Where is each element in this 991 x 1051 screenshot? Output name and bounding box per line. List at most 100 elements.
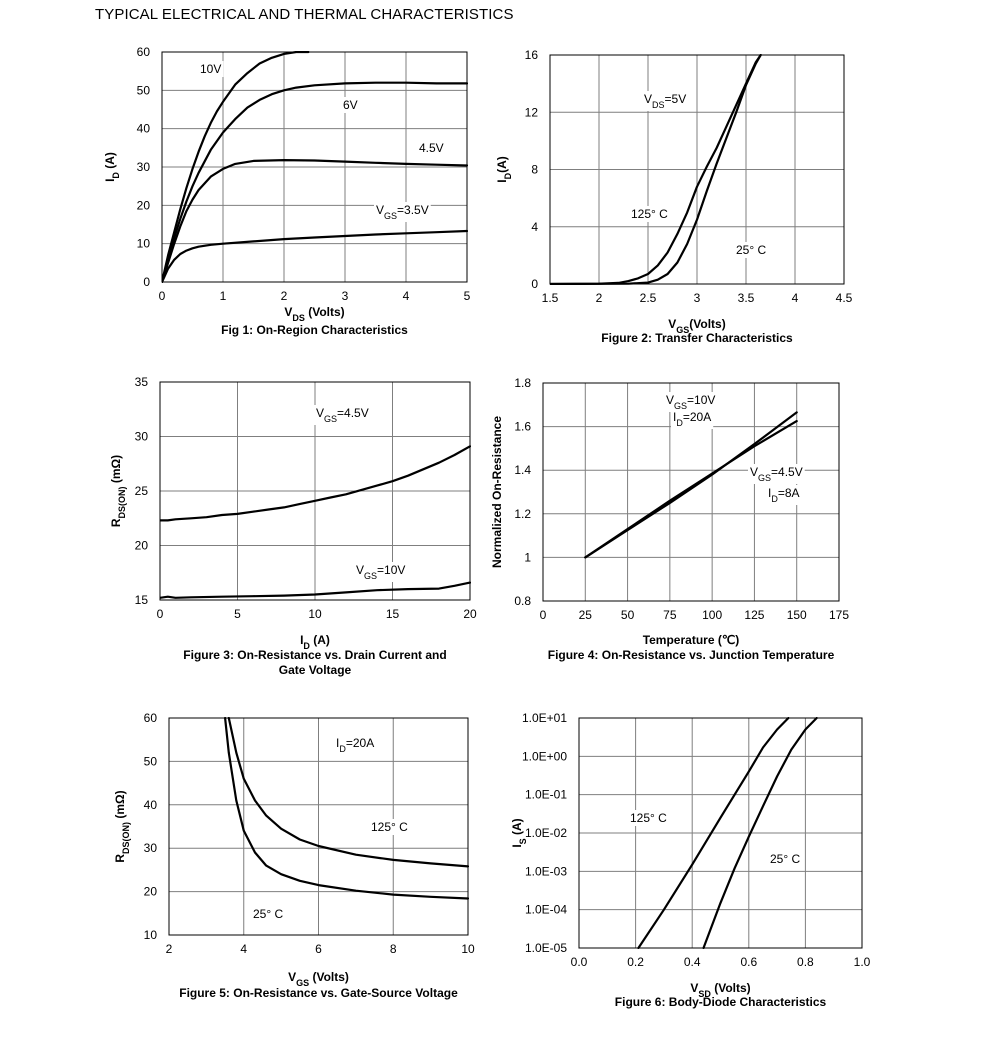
x-tick-label: 4 <box>792 291 799 305</box>
plot-frame <box>542 382 840 602</box>
y-tick-label: 30 <box>137 160 151 174</box>
x-tick-label: 4 <box>240 942 247 956</box>
series-annotation: 25° C <box>770 852 800 866</box>
y-tick-label: 1.0E+01 <box>522 711 567 725</box>
series-annotation: 4.5V <box>419 141 444 155</box>
y-axis-title: RDS(ON) (mΩ) <box>113 790 131 862</box>
x-tick-label: 150 <box>787 608 807 622</box>
series-annotation: VGS=10V <box>666 393 715 411</box>
annotation-background <box>417 140 446 156</box>
y-tick-label: 60 <box>137 45 151 59</box>
plot-frame <box>578 717 863 949</box>
x-tick-label: 25 <box>579 608 593 622</box>
series-line-4 <box>162 229 468 283</box>
series-annotation: VDS=5V <box>644 92 686 110</box>
y-tick-label: 60 <box>144 711 158 725</box>
y-tick-label: 25 <box>135 484 149 498</box>
series-annotation: 125° C <box>630 811 667 825</box>
x-tick-label: 15 <box>386 607 400 621</box>
series-annotation: 10V <box>200 62 221 76</box>
y-tick-label: 10 <box>144 928 158 942</box>
annotation-background <box>628 810 670 826</box>
series-annotation: VGS=10V <box>356 563 405 581</box>
y-tick-label: 0 <box>143 275 150 289</box>
x-axis-title: Temperature (℃) <box>643 633 740 647</box>
x-axis-title: VDS (Volts) <box>284 305 344 323</box>
x-tick-label: 4 <box>403 289 410 303</box>
y-tick-label: 1.0E-01 <box>525 788 567 802</box>
x-tick-label: 0 <box>157 607 164 621</box>
series-annotation: 6V <box>343 98 358 112</box>
y-tick-label: 1.0E-02 <box>525 826 567 840</box>
annotation-background <box>334 735 377 755</box>
y-tick-label: 50 <box>137 83 151 97</box>
series-annotation: VGS=4.5V <box>750 465 803 483</box>
y-axis-title: Normalized On-Resistance <box>490 416 504 568</box>
y-tick-label: 0.8 <box>514 594 531 608</box>
series-annotation: VGS=4.5V <box>316 406 369 424</box>
x-tick-label: 0 <box>540 608 547 622</box>
x-tick-label: 5 <box>464 289 471 303</box>
y-tick-label: 20 <box>137 198 151 212</box>
y-tick-label: 1 <box>524 550 531 564</box>
annotation-background <box>198 61 224 77</box>
series-line-2 <box>162 81 468 283</box>
x-tick-label: 10 <box>308 607 322 621</box>
annotation-background <box>642 91 689 111</box>
x-axis-title: VSD (Volts) <box>690 981 750 999</box>
plot-frame <box>549 54 845 285</box>
fig5-chart: 2 4 6 8 10 10 20 30 40 50 60 ID=20A 125° C 25° C VGS (… <box>113 711 475 1000</box>
annotation-background <box>369 819 411 835</box>
x-tick-label: 0.2 <box>627 955 644 969</box>
series-annotation: 125° C <box>631 207 668 221</box>
x-tick-label: 3 <box>694 291 701 305</box>
y-tick-label: 20 <box>135 539 149 553</box>
series-line-3 <box>162 159 468 283</box>
x-tick-label: 1.5 <box>542 291 559 305</box>
series-line-1 <box>227 717 469 868</box>
x-tick-label: 20 <box>463 607 477 621</box>
y-tick-label: 12 <box>525 105 539 119</box>
y-tick-label: 1.0E+00 <box>522 749 567 763</box>
x-tick-label: 75 <box>663 608 677 622</box>
figure-caption: Fig 1: On-Region Characteristics <box>221 323 408 337</box>
series-annotation: ID=20A <box>673 410 711 428</box>
annotation-background <box>341 97 360 113</box>
annotation-background <box>766 485 802 505</box>
annotation-background <box>314 405 371 425</box>
plot-frame <box>168 717 469 936</box>
x-tick-label: 0 <box>159 289 166 303</box>
x-tick-label: 10 <box>461 942 475 956</box>
y-tick-label: 30 <box>144 841 158 855</box>
x-tick-label: 2 <box>596 291 603 305</box>
annotation-background <box>664 392 718 412</box>
series-annotation: ID=20A <box>336 736 374 754</box>
annotation-background <box>251 906 286 922</box>
x-tick-label: 2.5 <box>640 291 657 305</box>
x-tick-label: 50 <box>621 608 635 622</box>
series-annotation: 25° C <box>736 243 766 257</box>
y-tick-label: 8 <box>531 163 538 177</box>
x-axis-title: VGS (Volts) <box>288 970 349 988</box>
y-tick-label: 20 <box>144 885 158 899</box>
annotation-background <box>629 206 671 222</box>
fig6-chart: 0.0 0.2 0.4 0.6 0.8 1.0 1.0E-05 1.0E-04 1.0E-03 1… <box>510 711 871 1009</box>
y-tick-label: 1.4 <box>514 463 531 477</box>
series-line-2 <box>160 581 471 599</box>
y-tick-label: 1.0E-03 <box>525 864 567 878</box>
annotation-background <box>768 851 803 867</box>
x-tick-label: 0.8 <box>797 955 814 969</box>
x-tick-label: 0.4 <box>684 955 701 969</box>
x-tick-label: 3.5 <box>738 291 755 305</box>
x-tick-label: 0.6 <box>740 955 757 969</box>
figure-caption: Figure 2: Transfer Characteristics <box>601 331 793 345</box>
plot-frame <box>159 381 471 601</box>
y-tick-label: 40 <box>137 122 151 136</box>
plot-frame <box>161 51 468 283</box>
series-annotation: VGS=3.5V <box>376 203 429 221</box>
y-tick-label: 1.8 <box>514 376 531 390</box>
y-tick-label: 10 <box>137 237 151 251</box>
x-axis-title: ID (A) <box>300 633 330 651</box>
series-line-2 <box>702 717 818 949</box>
x-tick-label: 0.0 <box>571 955 588 969</box>
